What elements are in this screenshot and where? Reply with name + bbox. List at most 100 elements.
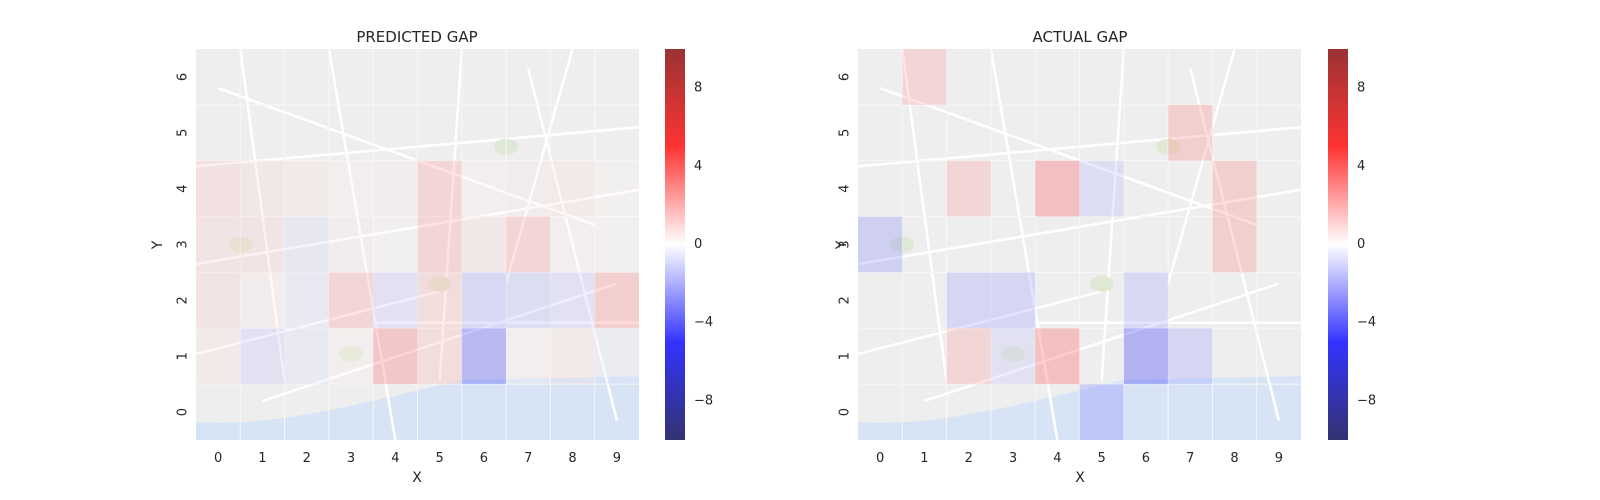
map-background: [195, 48, 640, 441]
x-tick-label: 5: [1098, 451, 1106, 466]
heatmap-cell: [946, 328, 991, 385]
heatmap-cell: [1123, 328, 1169, 385]
heatmap-cell: [240, 160, 285, 217]
x-tick-label: 3: [347, 451, 355, 466]
heatmap-cells: [196, 160, 639, 385]
heatmap-cell: [284, 216, 329, 273]
x-tick-label: 1: [920, 451, 928, 466]
heatmap-cell: [594, 160, 639, 217]
y-tick-label: 3: [176, 240, 191, 248]
heatmap-cell: [240, 272, 285, 329]
map-road: [327, 48, 397, 441]
y-tick-label: 0: [176, 408, 191, 416]
heatmap-cell: [1168, 104, 1213, 161]
colorbar-gradient: [1328, 49, 1348, 440]
heatmap-cell: [1079, 384, 1124, 440]
heatmap-cell: [902, 49, 947, 105]
heatmap-cell: [196, 216, 241, 273]
y-tick-label: 6: [838, 73, 853, 81]
x-tick-label: 0: [214, 451, 222, 466]
predicted-gap-title: PREDICTED GAP: [356, 28, 477, 46]
y-tick-labels: 0 1 2 3 4 5 6: [176, 73, 191, 416]
map-park: [1001, 345, 1026, 362]
heatmap-cell: [461, 160, 507, 217]
y-tick-label: 2: [176, 296, 191, 304]
x-tick-labels: 0 1 2 3 4 5 6 7 8 9: [876, 451, 1283, 466]
heatmap-cells: [858, 49, 1257, 440]
heatmap-cell: [550, 216, 595, 273]
heatmap-cell: [196, 328, 241, 385]
y-tick-label: 1: [176, 352, 191, 360]
y-tick-label: 6: [176, 73, 191, 81]
heatmap-cell: [417, 272, 462, 329]
map-road: [857, 290, 1102, 356]
x-tick-labels: 0 1 2 3 4 5 6 7 8 9: [214, 451, 621, 466]
heatmap-cell: [594, 328, 639, 385]
x-tick-label: 2: [303, 451, 311, 466]
heatmap-cell: [240, 328, 285, 385]
x-tick-label: 5: [436, 451, 444, 466]
x-tick-label: 1: [258, 451, 266, 466]
heatmap-cell: [946, 272, 991, 329]
map-road: [527, 68, 619, 421]
x-tick-label: 8: [568, 451, 576, 466]
y-tick-label: 2: [838, 296, 853, 304]
heatmap-cell: [373, 160, 418, 217]
heatmap-cell: [990, 328, 1036, 385]
x-tick-label: 8: [1230, 451, 1238, 466]
map-road: [879, 86, 1258, 227]
x-tick-label: 7: [1186, 451, 1194, 466]
heatmap-cell: [1035, 160, 1080, 217]
heatmap-cell: [506, 328, 551, 385]
map-road: [217, 86, 596, 227]
map-road: [262, 282, 618, 403]
heatmap-cell: [417, 216, 462, 273]
y-tick-label: 1: [838, 352, 853, 360]
colorbar: 8 4 0 −4 −8: [665, 49, 713, 440]
colorbar-tick-label: −4: [694, 315, 713, 330]
heatmap-cell: [240, 216, 285, 273]
x-tick-label: 0: [876, 451, 884, 466]
colorbar-gradient: [665, 49, 685, 440]
heatmap-cell: [1212, 216, 1257, 273]
heatmap-cell: [946, 160, 991, 217]
heatmap-cell: [461, 272, 507, 329]
heatmap-cell: [461, 328, 507, 385]
heatmap-cell: [284, 272, 329, 329]
y-tick-label: 4: [838, 185, 853, 193]
y-tick-label: 5: [176, 129, 191, 137]
heatmap-cell: [506, 160, 551, 217]
x-tick-label: 2: [965, 451, 973, 466]
x-tick-label: 3: [1009, 451, 1017, 466]
map-road: [924, 282, 1280, 403]
x-tick-label: 9: [1275, 451, 1283, 466]
heatmap-cell: [506, 272, 551, 329]
map-road: [989, 48, 1059, 441]
heatmap-cell: [506, 216, 551, 273]
heatmap-cell: [284, 160, 329, 217]
heatmap-cell: [373, 216, 418, 273]
colorbar-tick-label: −4: [1357, 315, 1376, 330]
y-tick-label: 4: [176, 185, 191, 193]
heatmap-cell: [1079, 160, 1124, 217]
colorbar-tick-label: −8: [1357, 393, 1376, 408]
map-road: [1189, 68, 1281, 421]
colorbar: 8 4 0 −4 −8: [1328, 49, 1376, 440]
x-tick-label: 4: [1053, 451, 1061, 466]
x-tick-label: 7: [524, 451, 532, 466]
heatmap-cell: [550, 328, 595, 385]
y-axis-label: Y: [834, 240, 850, 250]
heatmap-cell: [1123, 272, 1169, 329]
heatmap-cell: [373, 328, 418, 385]
map-park: [427, 275, 452, 292]
map-background: [857, 48, 1302, 441]
colorbar-tick-label: 0: [1357, 237, 1365, 252]
colorbar-tick-label: 8: [1357, 81, 1365, 96]
colorbar-tick-label: 8: [694, 81, 702, 96]
heatmap-cell: [594, 272, 639, 329]
y-tick-labels: 0 1 2 3 4 5 6: [838, 73, 853, 416]
x-axis-label: X: [1075, 470, 1085, 486]
actual-gap-title: ACTUAL GAP: [1033, 28, 1128, 46]
